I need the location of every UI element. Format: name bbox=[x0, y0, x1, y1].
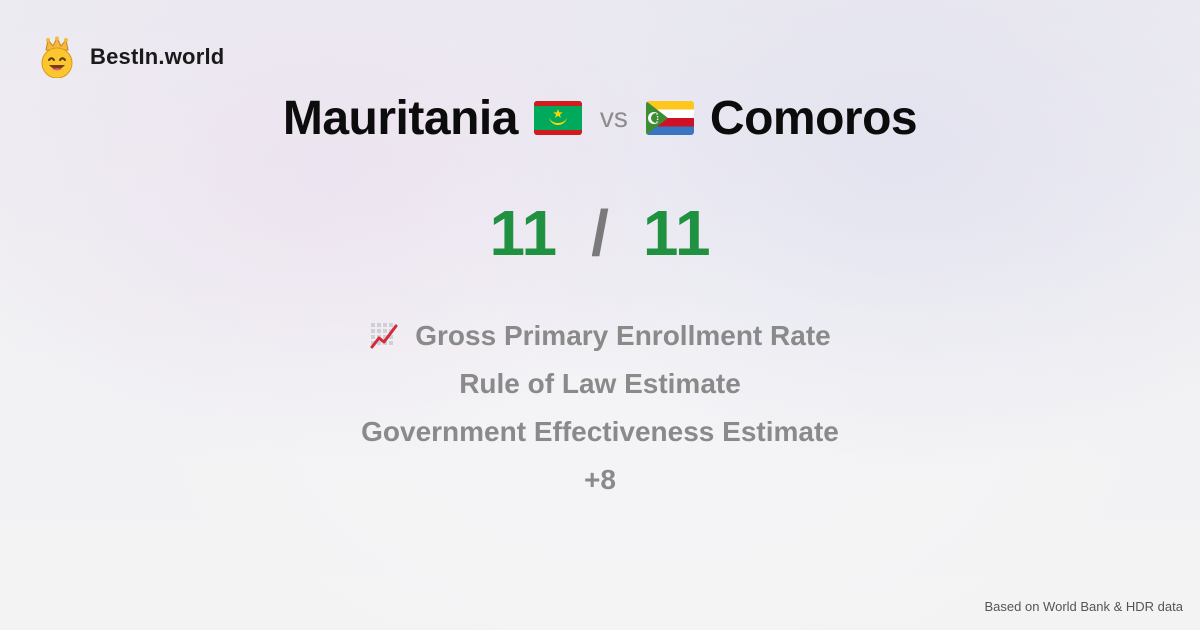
right-country-name[interactable]: Comoros bbox=[709, 91, 918, 145]
metric-item[interactable]: Government Effectiveness Estimate bbox=[361, 416, 839, 447]
crown-smiley-icon bbox=[41, 36, 73, 78]
comparison-title: Mauritania vs Comoros bbox=[0, 88, 1200, 148]
metric-item[interactable]: Rule of Law Estimate bbox=[459, 368, 741, 399]
left-score: 11 bbox=[489, 197, 558, 269]
metric-label: Gross Primary Enrollment Rate bbox=[415, 320, 831, 351]
right-score: 11 bbox=[642, 197, 711, 269]
score: 11 / 11 bbox=[0, 196, 1200, 270]
vs-label: vs bbox=[599, 102, 628, 133]
left-country-name[interactable]: Mauritania bbox=[282, 91, 519, 145]
metrics-list: Gross Primary Enrollment Rate Rule of La… bbox=[0, 312, 1200, 504]
brand-name: BestIn.world bbox=[90, 44, 225, 69]
data-source-note: Based on World Bank & HDR data bbox=[984, 599, 1183, 614]
score-separator: / bbox=[591, 197, 609, 269]
flag-mauritania-icon bbox=[533, 101, 582, 135]
chart-increasing-icon bbox=[370, 323, 398, 349]
brand[interactable]: BestIn.world bbox=[38, 36, 224, 78]
more-metrics-count[interactable]: +8 bbox=[584, 464, 616, 495]
metric-item[interactable]: Gross Primary Enrollment Rate bbox=[369, 312, 831, 360]
flag-comoros-icon bbox=[645, 101, 694, 135]
